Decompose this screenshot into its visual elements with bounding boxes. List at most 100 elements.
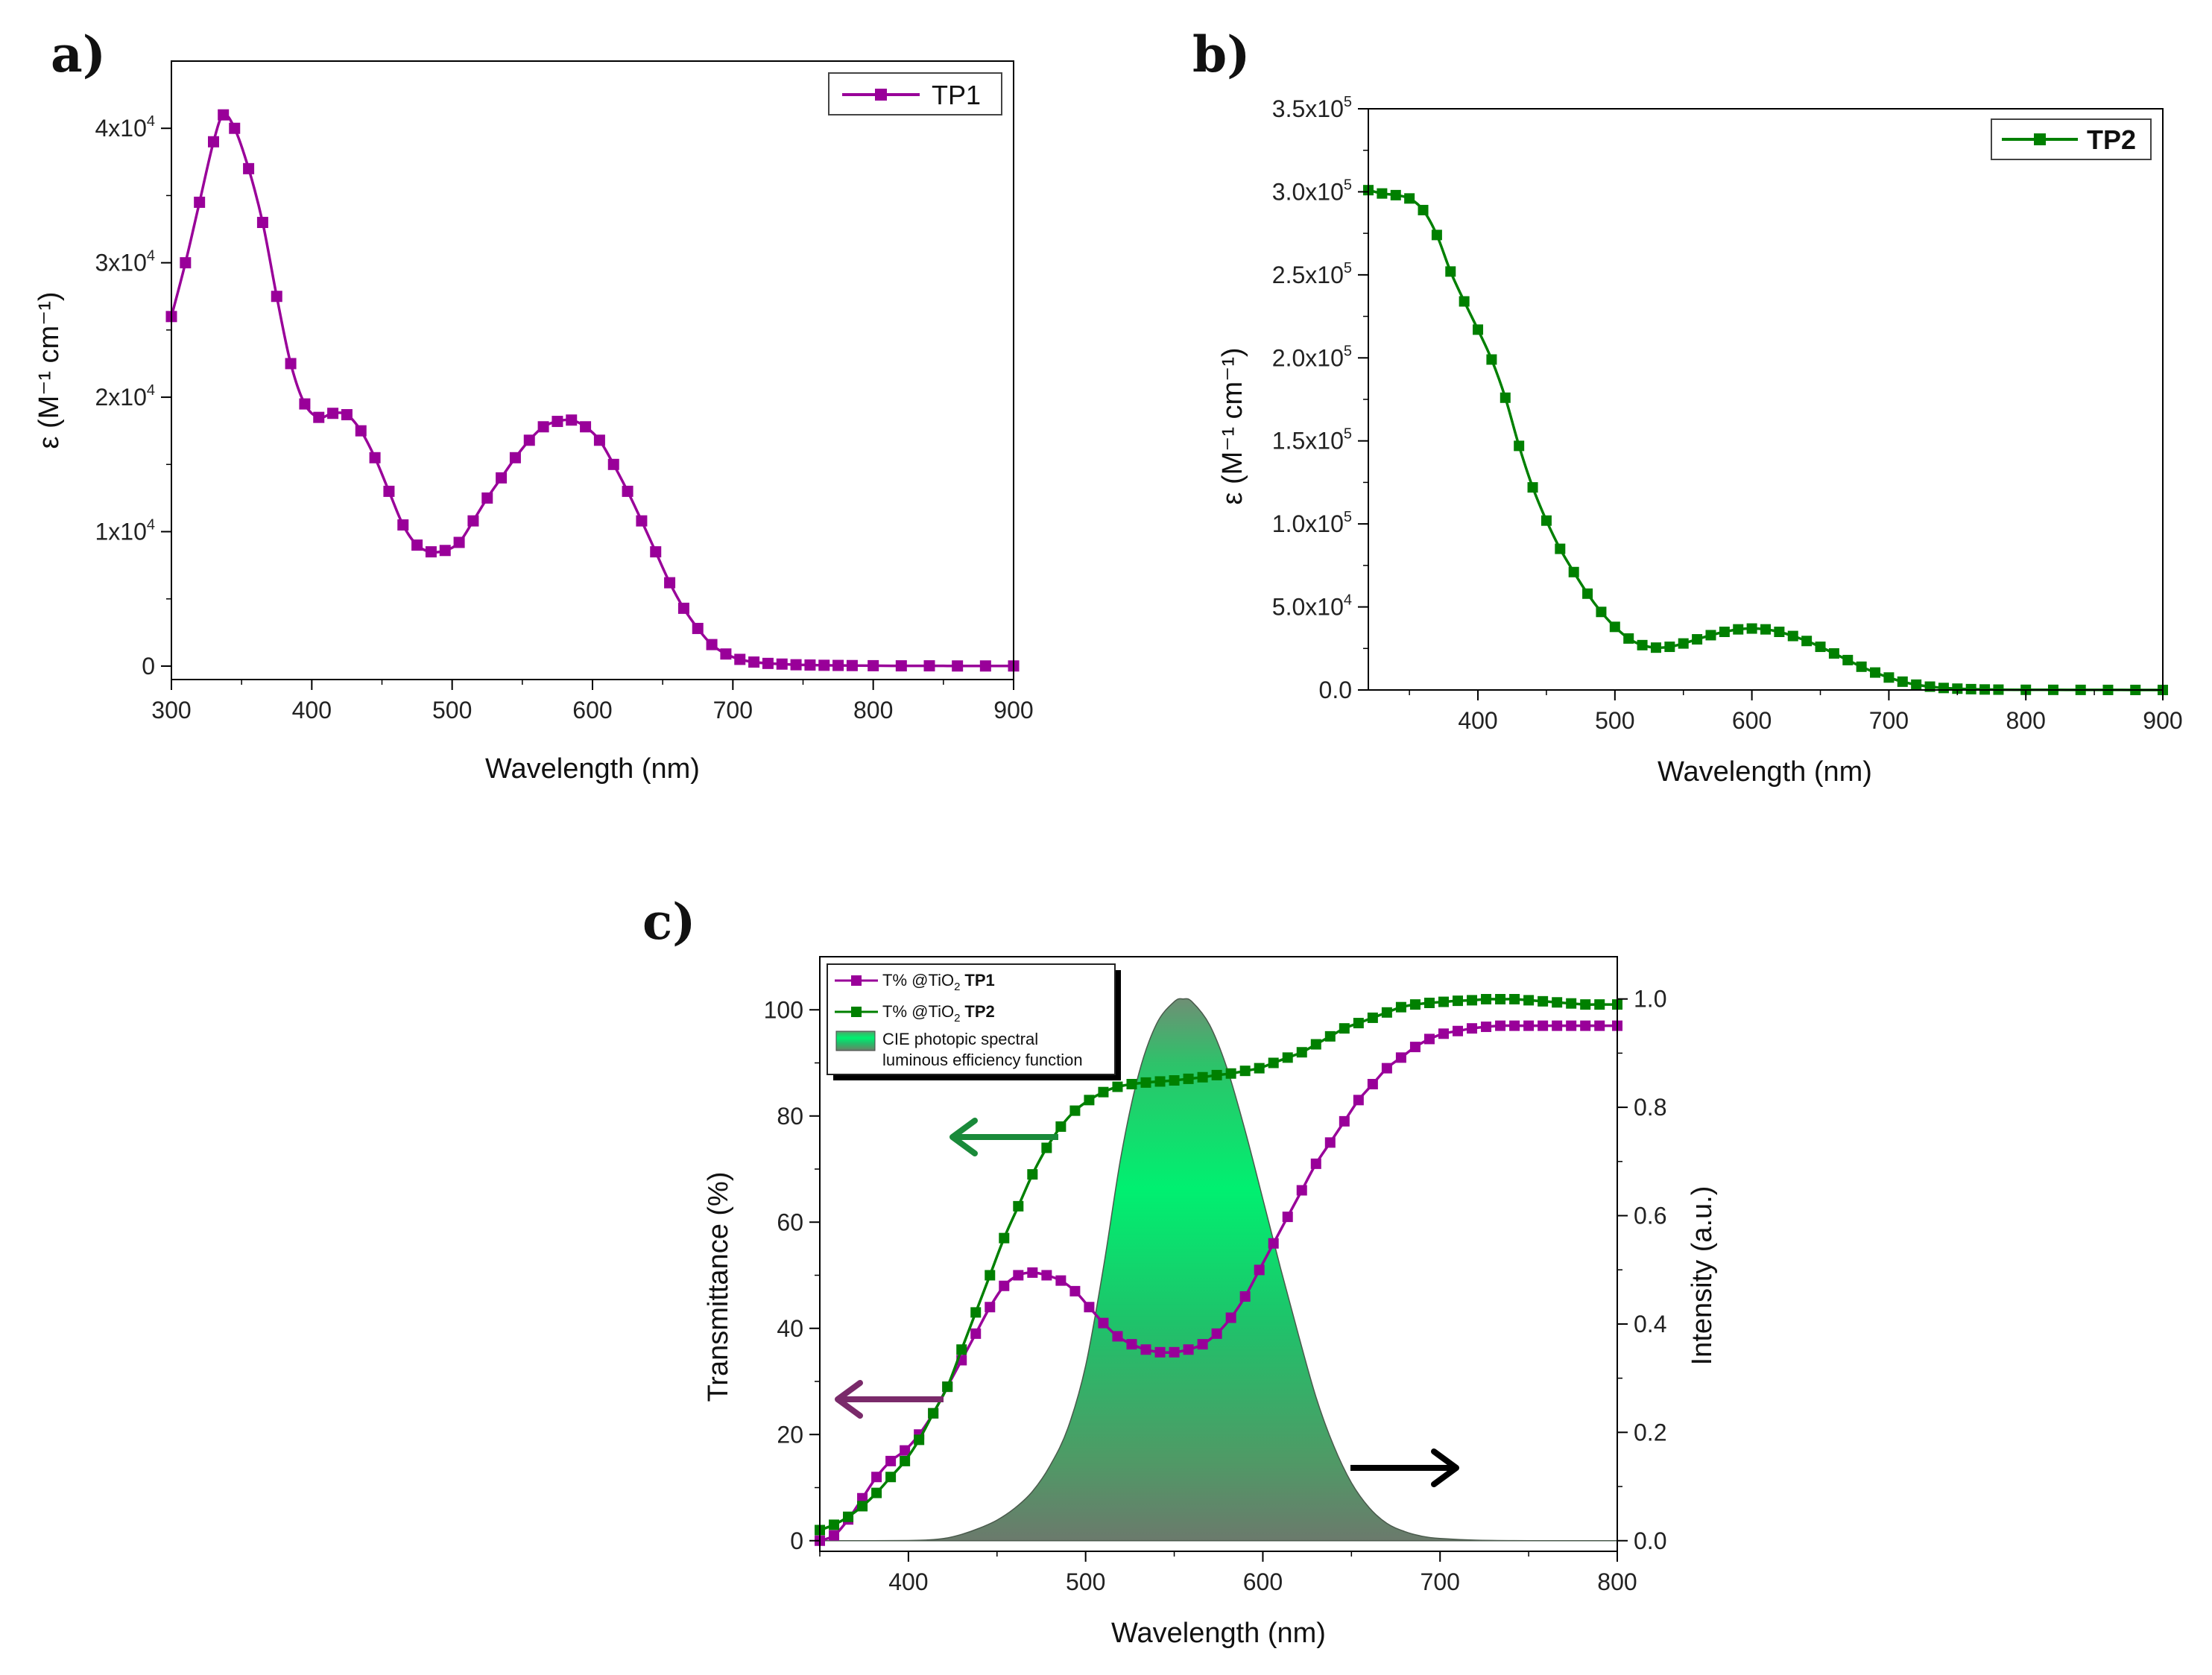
chart-c-tp1-data-point [985, 1302, 996, 1313]
chart-c-tp1-data-point [1310, 1158, 1321, 1169]
panel-c-label: c) [642, 893, 695, 951]
chart-b-data-point [1650, 642, 1661, 653]
chart-c-tp2-data-point [1552, 997, 1563, 1008]
chart-a-data-point [523, 434, 535, 446]
chart-c-tp2-data-point [1438, 996, 1449, 1007]
chart-c-tp1-data-point [1098, 1317, 1109, 1329]
chart-b-x-axis-title: Wavelength (nm) [1658, 756, 1872, 788]
chart-c-tp2-data-point [1239, 1066, 1251, 1077]
chart-b-series-line [1368, 189, 2163, 691]
chart-a-data-point [593, 434, 605, 446]
chart-c-tp1-data-point [1339, 1115, 1350, 1127]
chart-b-y-tick-label: 3.5x105 [1272, 94, 1352, 122]
chart-c-legend-label-tp2: T% @TiO2 TP2 [882, 1002, 995, 1025]
chart-c-y-tick-label: 80 [777, 1103, 803, 1130]
chart-c-tp2-data-point [928, 1408, 939, 1419]
chart-a-data-point [208, 136, 219, 148]
chart-b-data-point [1733, 624, 1744, 635]
chart-b-data-point [1418, 204, 1429, 215]
chart-b-data-point [1582, 588, 1593, 599]
chart-b-x-tick-label: 500 [1595, 707, 1634, 734]
chart-b-data-point [1911, 679, 1922, 690]
chart-c-tp2-data-point [1041, 1142, 1052, 1153]
chart-b-data-point [1459, 296, 1470, 307]
chart-c-tp2-data-point [1538, 995, 1549, 1007]
chart-a-legend-marker [875, 89, 887, 101]
chart-b-data-point [1760, 624, 1771, 635]
chart-a-data-point [383, 485, 395, 497]
chart-c-y-tick-label: 100 [764, 996, 803, 1023]
chart-c-tp1-data-point [1211, 1328, 1222, 1339]
chart-a-series-line [170, 113, 1014, 668]
chart-c-tp1-data-point [1069, 1285, 1081, 1296]
chart-a-data-point [552, 416, 563, 428]
black-arrow [1350, 1448, 1459, 1487]
chart-c-y-tick-label: 0 [790, 1527, 803, 1554]
chart-b-y-tick-label: 2.5x105 [1272, 260, 1352, 288]
chart-c-tp1-data-point [1594, 1020, 1605, 1031]
chart-b-x-tick-label: 400 [1458, 707, 1497, 734]
chart-c-plot-frame [819, 956, 1618, 1552]
chart-c-tp2-data-point [1523, 995, 1535, 1006]
chart-b-legend-marker [2034, 133, 2046, 145]
chart-b-data-point [1870, 667, 1881, 678]
chart-c-tp1-data-point [1254, 1264, 1265, 1276]
chart-a-data-point [706, 639, 718, 650]
chart-a-x-tick-label: 700 [713, 697, 753, 723]
chart-c-tp1-data-point [1538, 1020, 1549, 1031]
chart-c-tp2-data-point [1353, 1018, 1364, 1029]
chart-c-legend-label-tp1: T% @TiO2 TP1 [882, 971, 995, 993]
panel-b-label: b) [1192, 25, 1250, 83]
chart-b-y-tick-label: 5.0x104 [1272, 592, 1352, 621]
chart-a-data-point [566, 414, 578, 426]
chart-b-data-point [1828, 647, 1839, 659]
chart-c-tp2-data-point [1126, 1079, 1137, 1089]
chart-b-y-axis-title: ε (M⁻¹ cm⁻¹) [1217, 347, 1248, 504]
chart-b-data-point [1678, 638, 1689, 649]
purple-arrow [835, 1380, 944, 1419]
chart-a-data-point [397, 519, 409, 531]
chart-a-data-point [355, 425, 367, 437]
chart-b-data-point [1596, 607, 1607, 618]
chart-c-tp1-data-point [1282, 1212, 1293, 1223]
chart-b-data-point [1623, 633, 1634, 644]
chart-b-x-tick-label: 900 [2143, 707, 2182, 734]
chart-c-tp2-data-point [1183, 1073, 1194, 1084]
chart-b: 0.0 5.0x104 1.0x105 1.5x105 2.0x105 2.5x105 3.… [1217, 94, 2183, 788]
chart-c-tp1-data-point [829, 1530, 840, 1541]
chart-b-legend: TP2 [1991, 118, 2152, 160]
chart-c-tp1-data-point [1367, 1079, 1378, 1089]
chart-a-y-tick-label: 0 [142, 653, 155, 680]
chart-b-data-point [1609, 621, 1620, 633]
chart-c-tp2-data-point [1381, 1007, 1392, 1018]
chart-c-tp1-data-point [1084, 1302, 1095, 1313]
chart-a-x-tick-label: 500 [432, 697, 472, 723]
chart-a-data-point [607, 458, 619, 470]
chart-a-data-point [748, 656, 760, 668]
chart-b-data-point [1514, 440, 1525, 452]
chart-c-tp2-data-point [829, 1519, 840, 1530]
chart-b-legend-label: TP2 [2087, 124, 2136, 155]
chart-c-ticks: 0 20 40 60 80 100 400 500 600 700 800 0.0 0.2 0.4 0.6 0… [764, 986, 1667, 1595]
chart-a-data-point [256, 217, 268, 229]
chart-b-data-point [1842, 654, 1854, 665]
chart-c-tp2-data-point [1098, 1086, 1109, 1098]
chart-a-data-point [369, 452, 381, 463]
chart-c-tp2-data-point [1069, 1105, 1081, 1116]
chart-c-tp2-data-point [1154, 1076, 1166, 1087]
chart-b-x-tick-label: 700 [1869, 707, 1909, 734]
chart-a-data-point [979, 660, 991, 672]
chart-c-x-tick-label: 400 [888, 1568, 928, 1595]
chart-c-tp1-data-point [1453, 1025, 1463, 1036]
chart-a-data-point [285, 358, 297, 370]
chart-b-data-point [1555, 543, 1566, 554]
chart-c-y2-tick-label: 0.2 [1634, 1419, 1666, 1446]
chart-a-data-point [467, 515, 479, 527]
chart-c-tp1-data-point [1353, 1095, 1364, 1106]
chart-c-tp1-data-point [1495, 1020, 1506, 1031]
chart-c-tp2-data-point [1580, 999, 1591, 1010]
chart-b-data-point [1431, 229, 1442, 241]
chart-b-y-tick-label: 2.0x105 [1272, 343, 1352, 371]
chart-c-y2-tick-label: 0.0 [1634, 1527, 1666, 1554]
chart-c-tp1-data-point [1438, 1028, 1449, 1039]
